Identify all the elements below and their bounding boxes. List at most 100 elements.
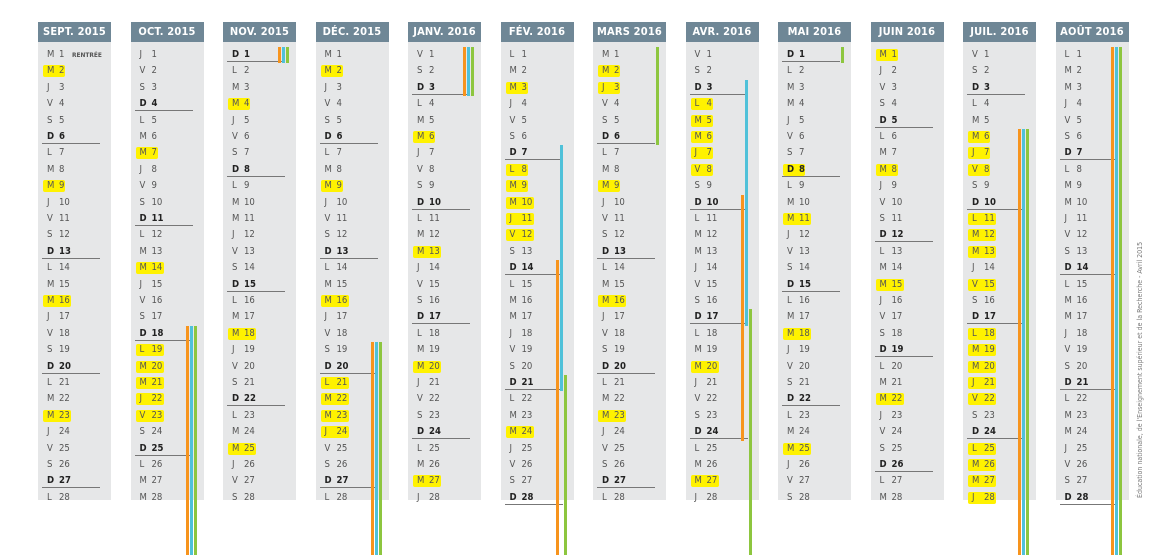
day-letter: S [602,459,608,470]
day-row: D 26 [871,457,941,473]
day-number: 7 [614,147,620,159]
day-number: 10 [799,196,810,208]
day-letter: L [694,442,700,454]
day-letter: L [972,327,977,339]
day-letter: M [1064,409,1072,421]
day-letter: S [972,295,978,306]
day-letter: S [879,213,885,224]
holiday-highlight [228,442,256,455]
day-number: 20 [799,360,810,372]
day-number: 19 [984,344,995,356]
holiday-highlight [875,163,898,176]
day-letter: J [1064,98,1068,110]
day-letter: D [417,426,425,438]
day-number: 19 [429,344,440,356]
day-number: 27 [799,475,810,487]
day-letter: S [417,180,423,192]
day-number: 2 [336,65,342,77]
day-letter: M [602,278,610,290]
day-number: 17 [59,311,70,323]
day-number: 13 [614,245,626,257]
day-letter: L [879,475,885,487]
day-number: 21 [799,377,810,388]
day-number: 26 [521,459,533,470]
day-row: V 13 [778,244,848,260]
holiday-highlight [598,295,626,307]
day-number: 21 [984,377,995,388]
day-letter: V [417,49,423,60]
day-letter: L [509,49,515,60]
day-number: 22 [59,393,70,405]
day-row: M 20 [131,359,201,375]
day-number: 20 [891,360,903,372]
day-number: 24 [799,426,810,438]
day-number: 25 [151,442,164,454]
zone-b-holiday-bar [189,325,193,555]
day-row: M 15 [316,277,386,293]
day-number: 2 [706,65,712,77]
day-number: 9 [614,180,620,192]
day-row: J 21 [686,375,756,391]
day-row: M 22 [593,391,663,407]
day-row: M 24 [778,424,848,440]
day-number: 8 [151,163,157,175]
day-number: 7 [521,147,528,159]
day-row: V 20 [223,359,293,375]
day-number: 14 [706,262,718,274]
day-number: 9 [151,180,157,192]
day-letter: L [879,131,885,142]
day-letter: J [787,114,790,126]
day-row: S 28 [778,490,848,506]
day-row: L 21 [593,375,663,391]
day-row: J 25 [501,441,571,457]
day-number: 27 [614,475,626,487]
day-row: S 19 [316,342,386,358]
day-letter: S [879,98,885,110]
zone-c-holiday-bar [378,342,382,555]
zone-c-holiday-bar [748,309,752,555]
day-letter: V [47,98,53,110]
day-number: 14 [1076,262,1089,274]
day-letter: M [602,49,610,60]
day-letter: M [509,426,517,438]
day-row: L 25 [408,441,478,457]
month-title: AVR. 2016 [685,22,759,42]
holiday-highlight [135,360,164,373]
day-row: D 15 [778,277,848,293]
day-letter: V [139,65,146,77]
day-letter: J [232,114,235,126]
day-number: 6 [244,131,250,142]
day-row: M 22 [871,391,941,407]
day-number: 11 [336,213,348,224]
day-letter: D [324,245,332,257]
day-row: D 14 [1056,260,1126,276]
day-letter: S [509,475,515,487]
day-letter: V [879,81,886,93]
day-row: L 14 [38,260,108,276]
day-letter: D [972,426,980,438]
day-number: 16 [706,295,718,306]
month-title: JUIL. 2016 [963,22,1036,42]
holiday-highlight [505,229,534,242]
day-letter: M [139,475,147,487]
day-letter: J [139,278,143,290]
day-letter: M [232,311,240,323]
day-number: 16 [429,295,440,306]
day-number: 4 [429,98,435,110]
day-letter: D [139,442,147,454]
day-row: D 20 [38,359,108,375]
day-number: 17 [151,311,163,323]
day-number: 9 [244,180,250,192]
holiday-highlight [505,213,534,225]
holiday-highlight [320,180,343,193]
holiday-highlight [43,409,71,422]
holiday-highlight [228,98,250,111]
day-letter: M [972,475,980,487]
day-row: M 23 [501,408,571,424]
day-row: L 23 [223,408,293,424]
